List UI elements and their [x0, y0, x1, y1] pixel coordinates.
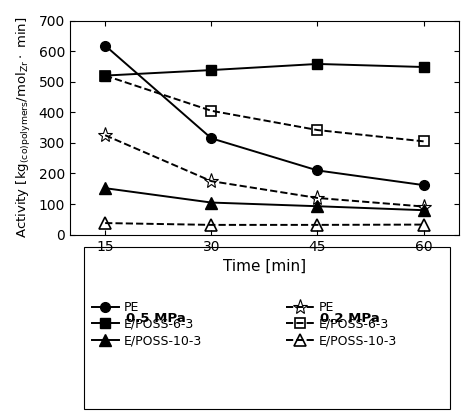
Legend: PE, E/POSS-6-3, E/POSS-10-3: PE, E/POSS-6-3, E/POSS-10-3	[286, 301, 397, 347]
Text: 0.2 MPa: 0.2 MPa	[320, 312, 380, 325]
Text: 0.5 MPa: 0.5 MPa	[126, 312, 185, 325]
X-axis label: Time [min]: Time [min]	[223, 259, 306, 274]
Y-axis label: Activity [kg$_{\mathregular{(co)polymers}}$/mol$_{\mathregular{Zr}}\cdot$ min]: Activity [kg$_{\mathregular{(co)polymers…	[15, 17, 33, 238]
